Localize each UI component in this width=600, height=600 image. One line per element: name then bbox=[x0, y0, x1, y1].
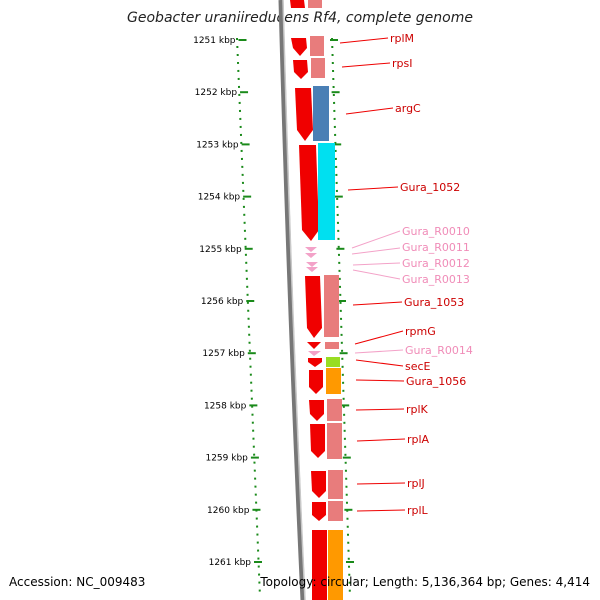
gene-labels: rplM rpsI argC Gura_1052 Gura_R0010 Gura… bbox=[390, 32, 473, 517]
scale-tick-label: 1258 kbp bbox=[204, 401, 247, 411]
gene-arrow-top bbox=[290, 0, 305, 8]
gene-label-Gura_R0011: Gura_R0011 bbox=[402, 241, 470, 254]
gene-label-Gura_R0012: Gura_R0012 bbox=[402, 257, 470, 270]
gene-arrow-rplA bbox=[310, 424, 325, 458]
gene-label-Gura_1053: Gura_1053 bbox=[404, 296, 464, 309]
gene-arrow-Gura_1056 bbox=[309, 370, 323, 394]
gene-arrow-Gura_R0013 bbox=[306, 267, 318, 272]
gene-label-rplA: rplA bbox=[407, 433, 430, 446]
gene-arrow-rplJ bbox=[311, 471, 326, 498]
gene-arrow-rpsI bbox=[293, 60, 308, 79]
gene-arrow-bottom bbox=[312, 530, 327, 600]
gene-arrow-Gura_R0014 bbox=[308, 351, 321, 356]
scale-tick-label: 1255 kbp bbox=[199, 245, 242, 255]
backbone-line bbox=[278, 0, 306, 600]
gene-arrow-rplM bbox=[291, 38, 307, 56]
scale-tick-label: 1260 kbp bbox=[207, 506, 250, 516]
category-bars bbox=[308, 0, 343, 600]
gene-label-rplK: rplK bbox=[406, 403, 429, 416]
backbone-highlight bbox=[282, 0, 306, 600]
gene-label-rplM: rplM bbox=[390, 32, 414, 45]
gene-label-argC: argC bbox=[395, 102, 421, 115]
gene-label-rpmG: rpmG bbox=[405, 325, 436, 338]
scale-tick-label: 1251 kbp bbox=[193, 36, 236, 46]
gene-arrow-rplK bbox=[309, 400, 324, 421]
scale-tick-label: 1257 kbp bbox=[202, 349, 245, 359]
leader-lines bbox=[339, 37, 406, 512]
gene-arrow-Gura_R0012 bbox=[306, 262, 318, 267]
gene-arrow-rpmG bbox=[307, 342, 321, 349]
gene-arrow-Gura_1053 bbox=[305, 276, 322, 338]
scale-ticks: 1251 kbp 1252 kbp 1253 kbp 1254 kbp 1255 kbp… bbox=[193, 36, 354, 568]
genome-title: Geobacter uraniireducens Rf4, complete g… bbox=[127, 10, 473, 26]
gene-arrow-argC bbox=[295, 88, 313, 141]
gene-arrow-Gura_R0011 bbox=[305, 253, 317, 258]
scale-tick-label: 1254 kbp bbox=[198, 193, 241, 203]
gene-label-Gura_R0013: Gura_R0013 bbox=[402, 273, 470, 286]
scale-tick-label: 1256 kbp bbox=[201, 297, 244, 307]
gene-arrow-rplL bbox=[312, 502, 326, 521]
gene-arrow-Gura_1052 bbox=[299, 145, 319, 241]
gene-arrow-Gura_R0010 bbox=[305, 247, 317, 252]
topology-text: Topology: circular; Length: 5,136,364 bp… bbox=[260, 575, 590, 589]
gene-label-Gura_R0014: Gura_R0014 bbox=[405, 344, 473, 357]
scale-tick-label: 1259 kbp bbox=[205, 454, 248, 464]
gene-label-rplJ: rplJ bbox=[407, 477, 425, 490]
gene-label-rpsI: rpsI bbox=[392, 57, 412, 70]
gene-arrows bbox=[290, 0, 327, 600]
scale-tick-label: 1253 kbp bbox=[196, 140, 239, 150]
scale-tick-label: 1252 kbp bbox=[195, 88, 238, 98]
scale-tick-label: 1261 kbp bbox=[209, 558, 252, 568]
gene-arrow-secE bbox=[308, 358, 322, 367]
gene-label-Gura_1056: Gura_1056 bbox=[406, 375, 466, 388]
gene-label-Gura_1052: Gura_1052 bbox=[400, 181, 460, 194]
gene-label-rplL: rplL bbox=[407, 504, 429, 517]
gene-label-Gura_R0010: Gura_R0010 bbox=[402, 225, 470, 238]
gene-label-secE: secE bbox=[405, 360, 431, 373]
accession-text: Accession: NC_009483 bbox=[9, 575, 146, 589]
